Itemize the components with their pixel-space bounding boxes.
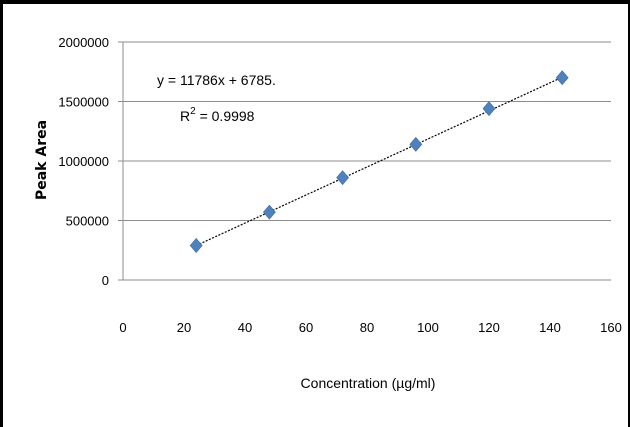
x-tick-label: 80: [360, 320, 374, 335]
x-tick-label: 40: [238, 320, 252, 335]
x-tick-label: 160: [600, 320, 622, 335]
data-points: [189, 70, 569, 253]
x-tick-label: 140: [539, 320, 561, 335]
r-squared-value: = 0.9998: [196, 108, 255, 124]
x-tick-label: 0: [119, 320, 126, 335]
y-tick-label: 2000000: [58, 35, 109, 50]
r-squared-superscript: 2: [190, 106, 196, 117]
data-point-diamond: [482, 101, 496, 117]
trendline-equation: y = 11786x + 6785.: [157, 72, 276, 88]
x-tick-label: 120: [478, 320, 500, 335]
data-point-diamond: [555, 70, 569, 86]
data-point-diamond: [336, 170, 349, 186]
trendline-path: [195, 76, 563, 247]
data-point-diamond: [263, 204, 276, 220]
r-squared-prefix: R: [180, 108, 190, 124]
x-tick-label: 60: [299, 320, 313, 335]
trendline: [195, 76, 563, 247]
x-tick-label: 20: [177, 320, 191, 335]
x-axis-title: Concentration (µg/ml): [301, 375, 436, 391]
data-point-diamond: [189, 238, 203, 253]
x-tick-labels: 0 20 40 60 80 100 120 140 160: [119, 320, 621, 335]
y-axis-title: Peak Area: [34, 120, 50, 200]
y-tick-label: 0: [102, 273, 109, 288]
x-tick-label: 100: [417, 320, 439, 335]
y-tick-label: 1500000: [58, 95, 109, 110]
r-squared-label: R2 = 0.9998: [180, 106, 255, 124]
axes: [122, 42, 611, 281]
y-tick-label: 500000: [66, 214, 109, 229]
y-tick-label: 1000000: [58, 154, 109, 169]
gridlines: [118, 41, 611, 281]
y-tick-labels: 0 500000 1000000 1500000 2000000: [58, 35, 109, 288]
data-point-diamond: [409, 136, 423, 152]
